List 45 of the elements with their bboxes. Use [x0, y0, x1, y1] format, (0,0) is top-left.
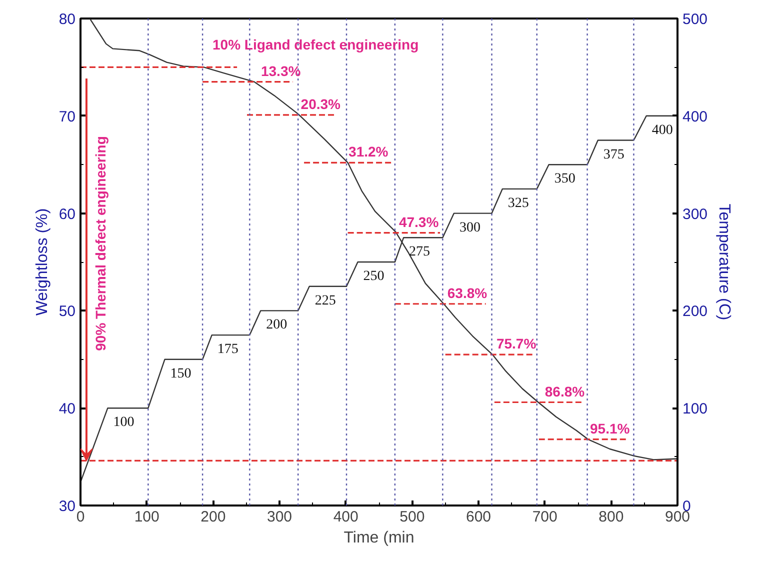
x-tick-label: 100 — [134, 508, 160, 526]
data-label: 175 — [217, 342, 238, 358]
annotation: 10% Ligand defect engineering — [212, 36, 419, 52]
x-tick-label: 400 — [333, 508, 358, 526]
y2-tick-label: 400 — [682, 108, 708, 126]
data-label: 150 — [170, 366, 192, 382]
data-label: 325 — [508, 196, 529, 211]
data-label: 350 — [554, 172, 576, 187]
annotation: 86.8% — [544, 383, 586, 400]
y2-tick-label: 200 — [682, 303, 708, 320]
y-axis-title: Weightloss (%) — [34, 208, 51, 316]
annotation: 13.3% — [260, 62, 302, 79]
annotation: 95.1% — [590, 420, 630, 436]
y-tick-label: 50 — [58, 303, 76, 320]
data-label: 375 — [603, 147, 624, 162]
x-tick-label: 800 — [598, 508, 624, 526]
y-tick-label: 40 — [58, 400, 76, 418]
data-label: 400 — [652, 122, 673, 138]
y-tick-label: 60 — [58, 206, 76, 223]
x-tick-label: 200 — [200, 508, 226, 526]
annotation: 20.3% — [300, 96, 342, 112]
y2-axis-title: Temperature (C) — [716, 204, 733, 320]
data-label: 300 — [459, 220, 480, 236]
y2-tick-label: 100 — [682, 400, 708, 418]
annotation: 90% Thermal defect engineering — [92, 136, 108, 351]
data-label: 100 — [113, 415, 134, 430]
y-tick-label: 70 — [58, 108, 76, 126]
data-label: 200 — [266, 318, 288, 333]
x-axis-title: Time (min — [344, 530, 414, 546]
y-tick-label: 30 — [58, 498, 76, 515]
x-tick-label: 700 — [532, 508, 558, 526]
data-label: 250 — [363, 269, 384, 284]
annotation: 47.3% — [398, 214, 440, 230]
x-tick-label: 0 — [76, 508, 85, 526]
data-label: 275 — [409, 244, 430, 260]
annotation: 31.2% — [348, 144, 389, 160]
annotation: 63.8% — [447, 284, 488, 301]
x-tick-label: 500 — [400, 508, 425, 526]
y2-tick-label: 500 — [682, 11, 708, 28]
annotation: 75.7% — [496, 336, 537, 352]
y2-tick-label: 300 — [682, 206, 708, 223]
x-tick-label: 300 — [266, 508, 292, 526]
x-tick-label: 600 — [466, 508, 492, 526]
y-tick-label: 80 — [58, 11, 76, 28]
data-label: 225 — [314, 293, 336, 308]
